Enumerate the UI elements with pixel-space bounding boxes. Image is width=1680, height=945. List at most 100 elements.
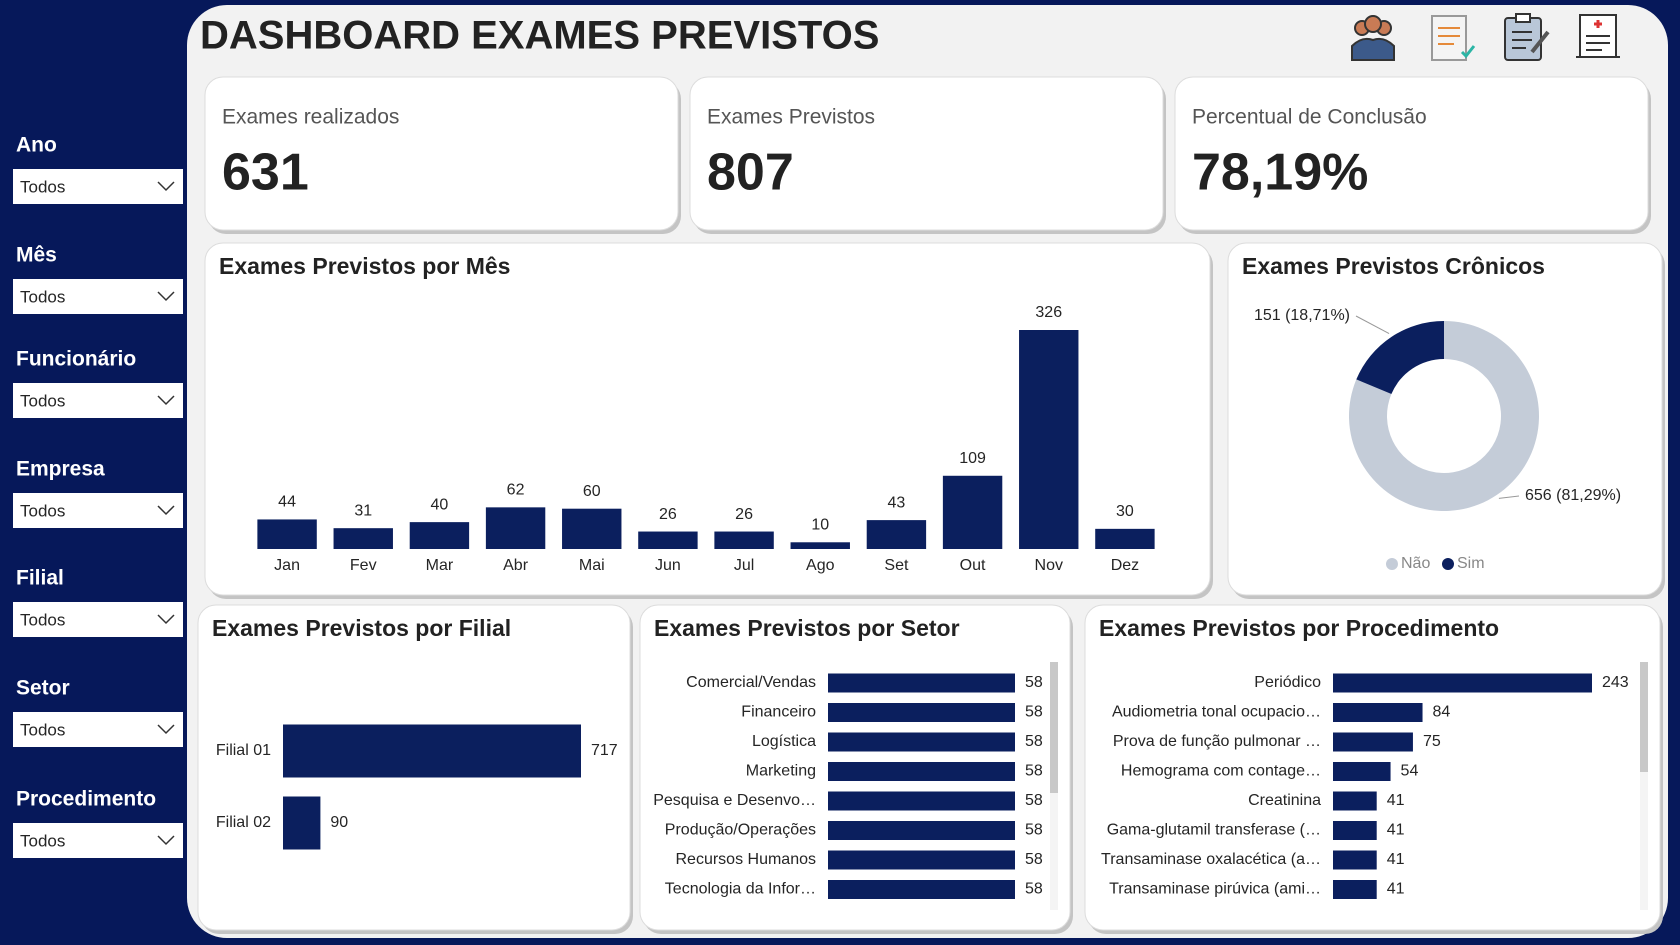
- bar: [828, 703, 1015, 722]
- filter-label: Mês: [16, 244, 57, 267]
- filter-value: Todos: [20, 610, 65, 629]
- icon-list: [1431, 15, 1476, 61]
- filter-label: Setor: [16, 677, 70, 700]
- chart-title: Exames Previstos por Mês: [219, 253, 510, 279]
- kpi-value: 78,19%: [1192, 144, 1368, 202]
- bar: [1333, 703, 1423, 722]
- data-label: 109: [959, 450, 986, 467]
- bar: [828, 673, 1015, 693]
- filter-label: Procedimento: [16, 788, 156, 811]
- data-label: 90: [330, 814, 348, 831]
- x-tick-label: Nov: [1035, 557, 1063, 574]
- data-label: 60: [583, 483, 601, 500]
- bar: [866, 520, 927, 549]
- y-tick-label: Transaminase pirúvica (ami…: [1109, 881, 1321, 898]
- bar: [828, 850, 1015, 870]
- y-tick-label: Gama-glutamil transferase (…: [1107, 822, 1321, 839]
- kpi-label: Exames realizados: [222, 106, 399, 129]
- kpi-label: Percentual de Conclusão: [1192, 106, 1427, 129]
- bar: [828, 791, 1015, 811]
- bar: [409, 522, 470, 549]
- chart-title: Exames Previstos por Procedimento: [1099, 615, 1499, 641]
- data-label: 151 (18,71%): [1254, 307, 1350, 324]
- dropdown-chevron: [157, 724, 175, 735]
- bar: [1333, 821, 1377, 840]
- icon-team: [1351, 15, 1395, 61]
- bar: [562, 508, 622, 549]
- x-tick-label: Jan: [274, 557, 300, 574]
- y-tick-label: Periódico: [1254, 674, 1321, 691]
- chart-title: Exames Previstos por Setor: [654, 615, 960, 641]
- data-label: 41: [1387, 851, 1405, 868]
- y-tick-label: Creatinina: [1248, 792, 1321, 809]
- bar: [1333, 850, 1377, 870]
- dashboard-title: DASHBOARD EXAMES PREVISTOS: [200, 14, 879, 58]
- y-tick-label: Filial 02: [216, 814, 271, 831]
- filter-dropdown[interactable]: [13, 279, 183, 314]
- data-label: 40: [431, 496, 449, 513]
- filter-dropdown[interactable]: [13, 169, 183, 204]
- y-tick-label: Audiometria tonal ocupacio…: [1112, 704, 1321, 721]
- data-label: 54: [1401, 763, 1419, 780]
- data-label: 10: [811, 517, 829, 534]
- data-label: 26: [735, 506, 753, 523]
- filter-dropdown[interactable]: [13, 712, 183, 747]
- y-tick-label: Recursos Humanos: [676, 851, 817, 868]
- filter-value: Todos: [20, 831, 65, 850]
- filter-label: Empresa: [16, 458, 105, 481]
- bar: [828, 821, 1015, 840]
- kpi-card: [204, 76, 679, 231]
- data-label: 62: [507, 482, 525, 499]
- filter-label: Funcionário: [16, 348, 136, 371]
- data-label: 41: [1387, 822, 1405, 839]
- bar: [257, 519, 317, 549]
- y-tick-label: Transaminase oxalacética (a…: [1101, 851, 1321, 868]
- bar: [714, 531, 774, 549]
- dropdown-chevron: [157, 181, 175, 192]
- filter-value: Todos: [20, 391, 65, 410]
- dropdown-chevron: [157, 505, 175, 516]
- y-tick-label: Filial 01: [216, 742, 271, 759]
- data-label: 717: [591, 742, 618, 759]
- bar: [942, 475, 1003, 549]
- chart-title: Exames Previstos Crônicos: [1242, 253, 1545, 279]
- filter-dropdown[interactable]: [13, 602, 183, 637]
- data-label: 43: [888, 494, 906, 511]
- data-label: 58: [1025, 674, 1043, 691]
- bar: [1333, 673, 1592, 693]
- kpi-card: [1174, 76, 1649, 231]
- scrollbar-thumb[interactable]: [1640, 662, 1648, 772]
- y-tick-label: Pesquisa e Desenvo…: [653, 792, 816, 809]
- bar: [1333, 791, 1377, 811]
- filter-value: Todos: [20, 720, 65, 739]
- bar: [790, 542, 850, 549]
- x-tick-label: Mai: [579, 557, 605, 574]
- filter-value: Todos: [20, 177, 65, 196]
- filter-label: Ano: [16, 134, 57, 157]
- data-label: 31: [354, 502, 372, 519]
- dropdown-chevron: [157, 835, 175, 846]
- filter-dropdown[interactable]: [13, 383, 183, 418]
- data-label: 75: [1423, 733, 1441, 750]
- data-label: 84: [1433, 704, 1451, 721]
- data-label: 41: [1387, 881, 1405, 898]
- y-tick-label: Comercial/Vendas: [686, 674, 816, 691]
- filter-dropdown[interactable]: [13, 823, 183, 858]
- icon-prescription: [1576, 14, 1620, 58]
- filter-dropdown[interactable]: [13, 493, 183, 528]
- scrollbar-thumb[interactable]: [1050, 662, 1058, 793]
- y-tick-label: Tecnologia da Infor…: [665, 881, 816, 898]
- filter-value: Todos: [20, 287, 65, 306]
- x-tick-label: Set: [884, 557, 909, 574]
- bar: [333, 528, 393, 549]
- donut-slice: [1356, 321, 1444, 395]
- dropdown-chevron: [157, 291, 175, 302]
- bar: [283, 724, 581, 778]
- bar: [828, 732, 1015, 752]
- x-tick-label: Mar: [426, 557, 454, 574]
- filter-label: Filial: [16, 567, 64, 590]
- leader-line: [1355, 315, 1390, 335]
- x-tick-label: Out: [960, 557, 986, 574]
- x-tick-label: Abr: [503, 557, 529, 574]
- icon-clipboard: [1504, 13, 1550, 61]
